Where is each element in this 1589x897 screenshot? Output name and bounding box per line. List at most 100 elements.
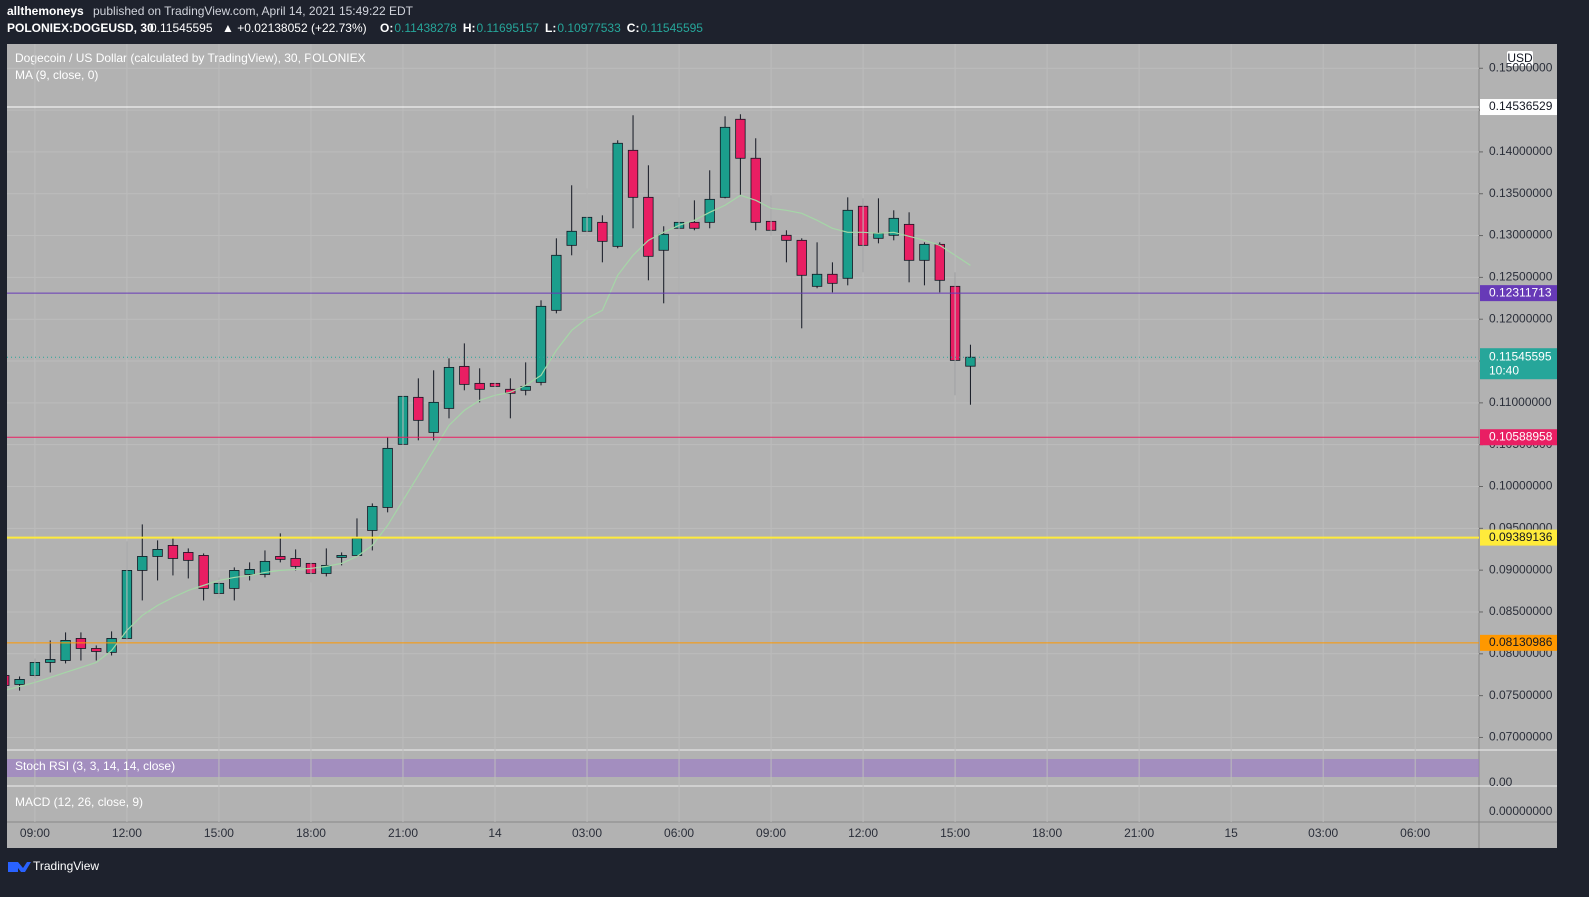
ohlc-value: 0.11695157	[477, 21, 540, 35]
candle-body	[428, 401, 439, 433]
level-label-box	[1480, 429, 1557, 446]
candle-body	[14, 679, 25, 685]
stoch-band	[7, 759, 1479, 777]
candle-body	[75, 638, 87, 649]
candle-body	[551, 254, 562, 311]
candle-body	[229, 570, 240, 589]
candle-body	[597, 221, 608, 242]
x-tick-label: 06:00	[664, 826, 694, 840]
pane-tick-label: 0.00000000	[1489, 804, 1553, 818]
x-tick-label: 12:00	[112, 826, 142, 840]
ohlc-value: 0.11438278	[394, 21, 457, 35]
y-tick-label: 0.12000000	[1489, 311, 1553, 325]
candle-body	[796, 239, 807, 276]
x-tick-label: 15:00	[940, 826, 970, 840]
x-tick-label: 12:00	[848, 826, 878, 840]
candle-body	[842, 209, 853, 279]
level-label-box	[1480, 99, 1557, 116]
author: allthemoneys	[7, 4, 84, 18]
candle-body	[520, 385, 531, 391]
candle-body	[7, 675, 10, 686]
level-label-box	[1480, 285, 1557, 302]
countdown: 10:40	[1489, 363, 1519, 377]
candle-body	[413, 396, 424, 421]
candle-body	[566, 230, 577, 246]
x-tick-label: 09:00	[756, 826, 786, 840]
ohlc-value: 0.10977533	[557, 21, 621, 35]
candle-body	[903, 223, 915, 261]
ma-line	[7, 194, 971, 691]
x-tick-label: 09:00	[20, 826, 50, 840]
candle-body	[965, 356, 976, 367]
x-tick-label: 03:00	[572, 826, 602, 840]
level-label: 0.10588958	[1489, 429, 1553, 443]
candle-body	[259, 560, 271, 575]
x-tick-label: 18:00	[296, 826, 326, 840]
candle-body	[275, 556, 286, 560]
y-tick-label: 0.13000000	[1489, 228, 1553, 242]
y-tick-label: 0.12500000	[1489, 270, 1553, 284]
x-tick-label: 21:00	[388, 826, 418, 840]
candle-body	[658, 233, 669, 251]
chart-title: Dogecoin / US Dollar (calculated by Trad…	[15, 51, 366, 65]
candle-body	[351, 537, 363, 556]
x-tick-label: 18:00	[1032, 826, 1062, 840]
candle-body	[183, 552, 194, 561]
candle-body	[750, 157, 761, 223]
brand: TradingView	[33, 859, 99, 873]
y-tick-label: 0.08500000	[1489, 604, 1553, 618]
x-tick-label: 15	[1224, 826, 1238, 840]
candle-body	[704, 198, 715, 223]
candle-body	[627, 149, 639, 198]
ohlc-key: L:	[545, 21, 556, 35]
ohlc-value: 0.11545595	[640, 21, 703, 35]
candle-body	[459, 365, 470, 385]
ma-legend: MA (9, close, 0)	[15, 68, 98, 82]
chart-panel	[7, 44, 1557, 848]
symbol: POLONIEX:DOGEUSD, 30	[7, 21, 154, 35]
level-label-box	[1480, 529, 1557, 546]
candle-body	[505, 388, 516, 394]
pane-title: MACD (12, 26, close, 9)	[15, 795, 143, 809]
y-tick-label: 0.09000000	[1489, 562, 1553, 576]
change: ▲ +0.02138052 (+22.73%)	[222, 21, 367, 35]
y-tick-label: 0.11000000	[1489, 395, 1552, 409]
candle-body	[689, 221, 700, 229]
candle-body	[167, 544, 179, 559]
currency: USD	[1507, 51, 1533, 65]
candle-body	[152, 549, 163, 557]
candle-body	[612, 142, 623, 247]
candle-body	[811, 273, 823, 287]
candle-body	[382, 447, 393, 508]
candle-body	[198, 555, 209, 589]
candle-body	[290, 558, 301, 567]
published: published on TradingView.com, April 14, …	[93, 4, 414, 18]
level-label: 0.08130986	[1489, 635, 1553, 649]
ohlc-key: H:	[463, 21, 476, 35]
candle-body	[474, 382, 485, 390]
pane-tick-label: 0.00	[1489, 775, 1513, 789]
candle-body	[106, 638, 117, 653]
y-tick-label: 0.10000000	[1489, 479, 1553, 493]
x-tick-label: 14	[488, 826, 502, 840]
candle-body	[443, 366, 455, 409]
y-tick-label: 0.13500000	[1489, 186, 1553, 200]
candle-body	[643, 196, 654, 257]
candle-body	[888, 217, 899, 236]
candle-body	[934, 243, 945, 281]
candle-body	[535, 305, 547, 383]
last-price: 0.11545595	[150, 21, 213, 35]
candle-body	[137, 556, 148, 571]
candle-body	[367, 506, 378, 531]
candle-body	[873, 232, 884, 239]
candle-body	[735, 118, 746, 159]
pane-title: Stoch RSI (3, 3, 14, 14, close)	[15, 759, 175, 773]
y-tick-label: 0.14000000	[1489, 144, 1553, 158]
ohlc-key: C:	[627, 21, 640, 35]
level-label: 0.09389136	[1489, 530, 1553, 544]
last-price-label: 0.11545595	[1489, 349, 1552, 363]
ohlc-key: O:	[380, 21, 393, 35]
last-price-box	[1480, 348, 1557, 380]
currency-box	[1507, 51, 1533, 66]
candle-body	[919, 243, 930, 261]
